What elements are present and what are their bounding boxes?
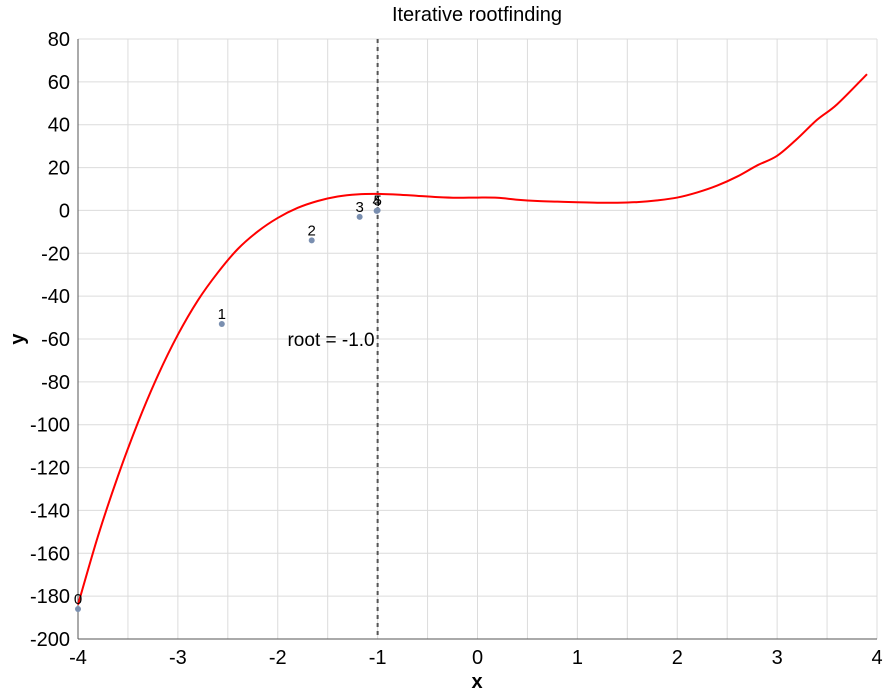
y-tick-labels: 80 60 40 20 0 -20 -40 -60 -80 -100 -120 -140 -160 -18… <box>30 29 70 651</box>
iteration-label: 0 <box>74 591 82 608</box>
x-tick-label: 0 <box>472 647 483 669</box>
y-tick-label: 60 <box>48 72 70 94</box>
x-axis-title: x <box>471 671 482 693</box>
y-tick-label: -40 <box>41 286 70 308</box>
x-tick-label: -1 <box>369 647 387 669</box>
root-label: root = -1.0 <box>287 330 374 351</box>
y-tick-label: 0 <box>59 200 70 222</box>
y-tick-label: 20 <box>48 158 70 180</box>
grid <box>77 38 878 640</box>
iteration-label: 4 <box>372 193 380 210</box>
chart-title: Iterative rootfinding <box>392 4 562 26</box>
iteration-label: 2 <box>308 222 316 239</box>
axes <box>77 39 877 640</box>
x-tick-label: -2 <box>269 647 287 669</box>
y-axis-title: y <box>7 333 29 345</box>
x-tick-label: 3 <box>772 647 783 669</box>
function-curve <box>77 73 868 605</box>
iteration-point <box>374 207 381 214</box>
x-tick-labels: -4 -3 -2 -1 0 1 2 3 4 <box>69 647 882 669</box>
iteration-label: 5 <box>373 192 381 209</box>
y-tick-label: 80 <box>48 29 70 51</box>
y-tick-label: 40 <box>48 115 70 137</box>
y-tick-label: -60 <box>41 329 70 351</box>
iteration-label: 1 <box>218 306 226 323</box>
iteration-label: 3 <box>355 199 363 216</box>
y-tick-label: -200 <box>30 629 70 651</box>
x-tick-label: 1 <box>572 647 583 669</box>
iteration-point <box>308 237 315 244</box>
x-tick-label: 2 <box>672 647 683 669</box>
y-tick-label: -20 <box>41 243 70 265</box>
y-tick-label: -160 <box>30 543 70 565</box>
iteration-point <box>356 213 363 220</box>
y-tick-label: -100 <box>30 415 70 437</box>
x-tick-label: 4 <box>871 647 882 669</box>
y-tick-label: -140 <box>30 500 70 522</box>
x-tick-label: -4 <box>69 647 87 669</box>
iteration-point <box>75 606 81 612</box>
y-tick-label: -80 <box>41 372 70 394</box>
y-tick-label: -180 <box>30 586 70 608</box>
y-tick-label: -120 <box>30 458 70 480</box>
iteration-point <box>218 321 225 327</box>
x-tick-label: -3 <box>169 647 187 669</box>
iteration-points: 0 1 2 3 45 <box>74 192 382 612</box>
